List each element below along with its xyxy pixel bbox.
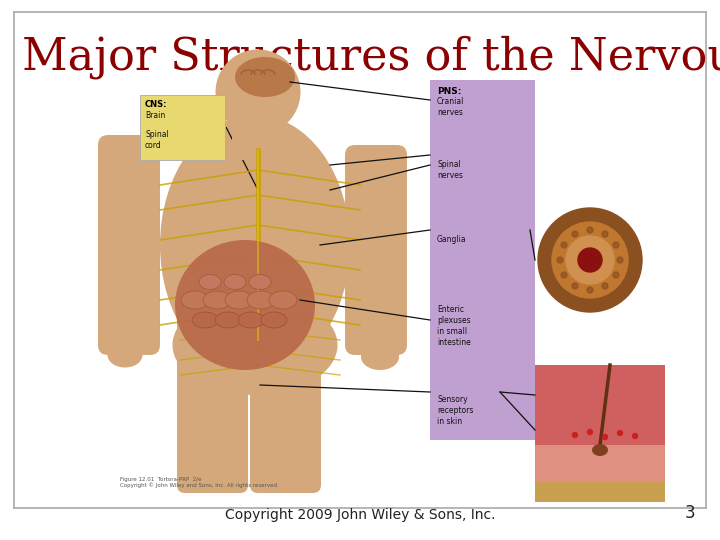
Text: PNS:: PNS: — [437, 87, 462, 96]
FancyBboxPatch shape — [250, 307, 321, 493]
Ellipse shape — [199, 274, 221, 289]
Ellipse shape — [224, 274, 246, 289]
Text: plexuses: plexuses — [437, 316, 471, 325]
FancyBboxPatch shape — [177, 307, 248, 493]
Text: Figure 12.01  Tortora-PRP  2/e: Figure 12.01 Tortora-PRP 2/e — [120, 477, 202, 482]
Text: CNS:: CNS: — [145, 100, 168, 109]
Text: Enteric: Enteric — [437, 305, 464, 314]
Ellipse shape — [215, 50, 300, 134]
Text: cord: cord — [145, 141, 162, 150]
FancyBboxPatch shape — [98, 135, 160, 355]
Circle shape — [561, 272, 567, 278]
Text: intestine: intestine — [437, 338, 471, 347]
Text: Copyright © John Wiley and Sons, Inc. All rights reserved.: Copyright © John Wiley and Sons, Inc. Al… — [120, 482, 279, 488]
Circle shape — [632, 434, 637, 438]
Text: Copyright 2009 John Wiley & Sons, Inc.: Copyright 2009 John Wiley & Sons, Inc. — [225, 508, 495, 522]
Ellipse shape — [238, 312, 264, 328]
Bar — [535, 365, 665, 445]
Ellipse shape — [361, 344, 399, 370]
Ellipse shape — [269, 291, 297, 309]
Text: Ganglia: Ganglia — [437, 235, 467, 244]
Ellipse shape — [592, 444, 608, 456]
Bar — [535, 445, 665, 485]
Ellipse shape — [235, 57, 295, 97]
Circle shape — [561, 242, 567, 248]
Text: Brain: Brain — [145, 111, 166, 120]
FancyBboxPatch shape — [345, 145, 407, 355]
Circle shape — [587, 227, 593, 233]
Text: in small: in small — [437, 327, 467, 336]
Circle shape — [618, 430, 623, 435]
Circle shape — [603, 435, 608, 440]
Ellipse shape — [173, 295, 338, 395]
Circle shape — [587, 287, 593, 293]
Ellipse shape — [249, 274, 271, 289]
Ellipse shape — [181, 291, 209, 309]
Circle shape — [602, 231, 608, 237]
Text: Major Structures of the Nervous System: Major Structures of the Nervous System — [22, 35, 720, 79]
Ellipse shape — [175, 240, 315, 370]
Ellipse shape — [247, 291, 275, 309]
Circle shape — [613, 242, 619, 248]
Text: nerves: nerves — [437, 108, 463, 117]
Bar — [430, 80, 535, 440]
Circle shape — [602, 283, 608, 289]
Text: Cranial: Cranial — [437, 97, 464, 106]
Circle shape — [578, 248, 602, 272]
Text: Sensory: Sensory — [437, 395, 467, 404]
Circle shape — [552, 222, 628, 298]
FancyBboxPatch shape — [232, 95, 280, 160]
Circle shape — [557, 257, 563, 263]
Ellipse shape — [192, 312, 218, 328]
Circle shape — [588, 429, 593, 435]
Circle shape — [572, 231, 578, 237]
Bar — [140, 95, 225, 160]
Text: Spinal: Spinal — [437, 160, 461, 169]
Ellipse shape — [225, 291, 253, 309]
Circle shape — [617, 257, 623, 263]
Bar — [535, 482, 665, 502]
Text: receptors: receptors — [437, 406, 473, 415]
Circle shape — [572, 283, 578, 289]
Text: in skin: in skin — [437, 417, 462, 426]
Bar — [100, 70, 680, 502]
Circle shape — [538, 208, 642, 312]
Text: nerves: nerves — [437, 171, 463, 180]
Circle shape — [566, 236, 614, 284]
Ellipse shape — [160, 115, 350, 375]
Text: Spinal: Spinal — [145, 130, 168, 139]
Ellipse shape — [107, 342, 143, 368]
Ellipse shape — [261, 312, 287, 328]
Circle shape — [572, 433, 577, 437]
Ellipse shape — [203, 291, 231, 309]
Circle shape — [613, 272, 619, 278]
Text: 3: 3 — [685, 504, 695, 522]
Ellipse shape — [215, 312, 241, 328]
